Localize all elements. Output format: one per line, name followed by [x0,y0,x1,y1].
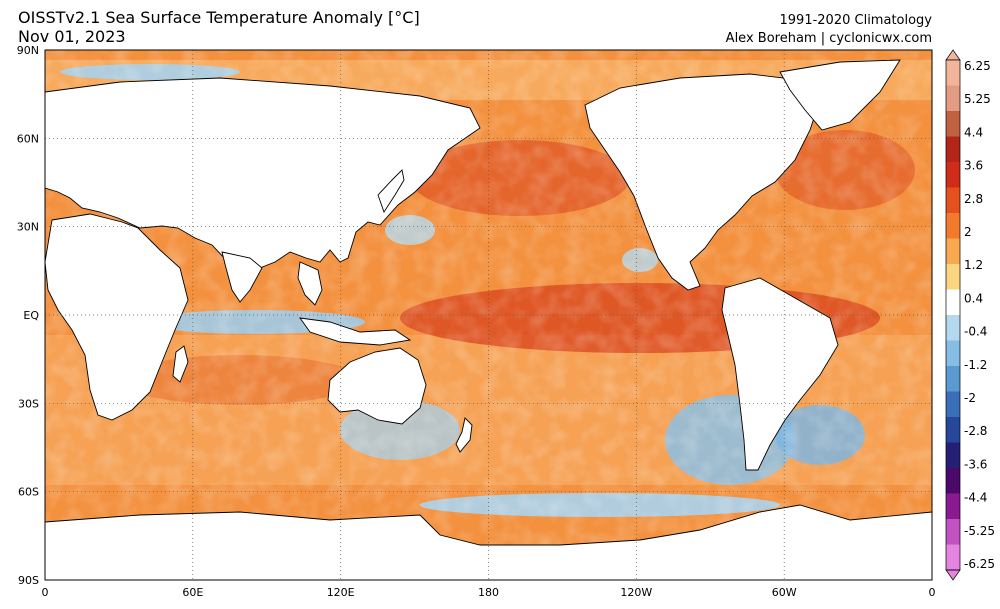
lon-tick-label: 60W [772,586,797,599]
land-masses [45,59,932,580]
colorbar-segment [946,289,960,316]
colorbar-label: 3.6 [964,159,983,173]
colorbar-label: -0.4 [964,325,987,339]
colorbar-label: -3.6 [964,457,987,471]
new-zealand-land [455,417,473,453]
lon-tick-label: 0 [929,586,936,599]
lon-tick-label: 0 [42,586,49,599]
colorbar-label: 0.4 [964,291,983,305]
colorbar-segment [946,315,960,341]
map-frame [44,49,933,581]
colorbar-segment [946,366,960,392]
colorbar-label: -6.25 [964,557,995,571]
colorbar-min-arrow [945,569,961,581]
colorbar: 6.25 5.25 4.4 3.6 2.8 2 1.2 0.4 -0.4 -1.2 -2 -2.8 -3… [945,49,995,581]
colorbar-label: -2 [964,391,976,405]
colorbar-segment [946,238,960,265]
colorbar-label: -1.2 [964,358,987,372]
lon-tick-label: 120W [620,586,652,599]
se-asia-land [297,261,323,306]
lat-tick-label: 90S [18,574,39,587]
antarctica-land [45,504,932,580]
climatology-label: 1991-2020 Climatology [779,13,932,28]
eurasia-land [45,77,481,289]
colorbar-label: 6.25 [964,59,991,73]
africa-land [45,213,189,421]
colorbar-segment [946,111,960,137]
colorbar-label: -4.4 [964,491,987,505]
colorbar-label: -2.8 [964,424,987,438]
lon-tick-label: 120E [327,586,355,599]
map-date: Nov 01, 2023 [18,27,126,46]
colorbar-label: 4.4 [964,125,983,139]
colorbar-segment [946,417,960,443]
graticule [45,50,932,580]
lon-tick-label: 60E [182,586,203,599]
colorbar-max-arrow [945,49,961,61]
colorbar-label: 2.8 [964,192,983,206]
lat-tick-label: 30S [18,397,39,410]
lat-tick-label: 30N [17,221,39,234]
colorbar-segment [946,85,960,112]
colorbar-segment [946,60,960,86]
colorbar-segment [946,162,960,188]
colorbar-segment [946,213,960,239]
colorbar-segment [946,442,960,469]
lat-tick-label: 60S [18,486,39,499]
latitude-labels: 90N 60N 30N EQ 30S 60S 90S [17,44,40,587]
greenland-land [779,59,901,131]
colorbar-segment [946,340,960,367]
colorbar-frame [945,59,961,571]
lon-tick-label: 180 [478,586,499,599]
colorbar-segment [946,468,960,494]
colorbar-label: -5.25 [964,524,995,538]
lat-tick-label: 60N [17,132,39,145]
lat-tick-label: EQ [23,309,39,322]
colorbar-segment [946,519,960,545]
india-land [221,251,263,303]
colorbar-label: 1.2 [964,258,983,272]
colorbar-segment [946,544,960,571]
japan-land [377,169,405,214]
south-america-land [721,277,839,471]
colorbar-label: 5.25 [964,92,991,106]
map-title: OISSTv2.1 Sea Surface Temperature Anomal… [18,8,420,27]
colorbar-label: 2 [964,225,972,239]
colorbar-segment [946,136,960,163]
credit-label: Alex Boreham | cyclonicwx.com [725,31,932,46]
colorbar-segment [946,391,960,418]
longitude-labels: 0 60E 120E 180 120W 60W 0 [42,586,936,599]
colorbar-segment [946,264,960,290]
colorbar-segment [946,187,960,214]
lat-tick-label: 90N [17,44,39,57]
indonesia-land [299,317,412,346]
colorbar-segment [946,493,960,520]
australia-land [327,347,427,425]
madagascar-land [172,345,189,383]
